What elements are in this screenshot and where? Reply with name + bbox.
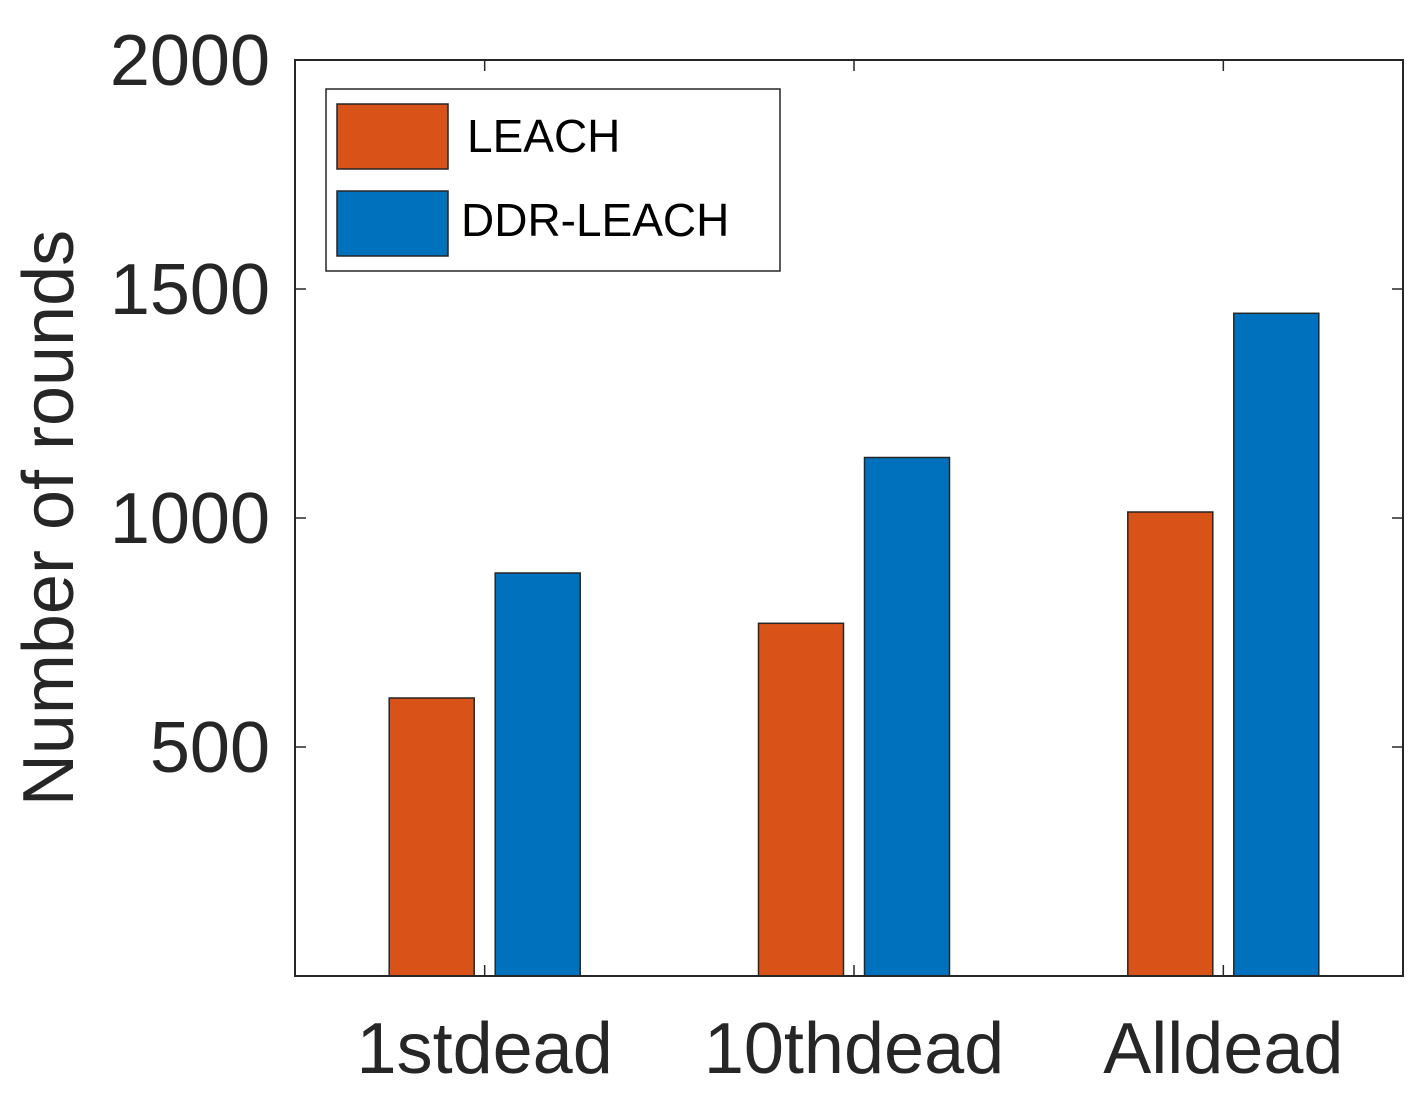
bar-ddr-leach-1stdead [494,572,581,977]
bar-leach-alldead [1127,511,1214,977]
x-tick-label-1stdead: 1stdead [357,1009,613,1089]
x-tick-label-alldead: Alldead [1103,1009,1343,1089]
ticks-layer [295,59,1403,976]
legend: LEACH DDR-LEACH [325,88,781,272]
x-tick-label-10thdead: 10thdead [704,1009,1004,1089]
legend-label-ddr-leach: DDR-LEACH [461,194,729,246]
bar-leach-1stdead [388,697,475,977]
y-tick-label-500: 500 [150,708,270,788]
bar-ddr-leach-10thdead [863,456,951,977]
y-tick-label-1000: 1000 [110,479,270,559]
legend-label-leach: LEACH [467,110,620,162]
y-tick-label-2000: 2000 [110,21,270,101]
bars-layer [388,312,1320,977]
y-tick-label-1500: 1500 [110,250,270,330]
y-axis-label: Number of rounds [9,230,89,806]
bar-ddr-leach-alldead [1233,312,1320,977]
bar-leach-10thdead [757,622,845,977]
legend-swatch-ddr-leach [336,190,449,257]
y-tick-labels: 500 1000 1500 2000 [110,21,270,788]
x-tick-labels: 1stdead 10thdead Alldead [357,1009,1344,1089]
legend-swatch-leach [336,103,449,170]
